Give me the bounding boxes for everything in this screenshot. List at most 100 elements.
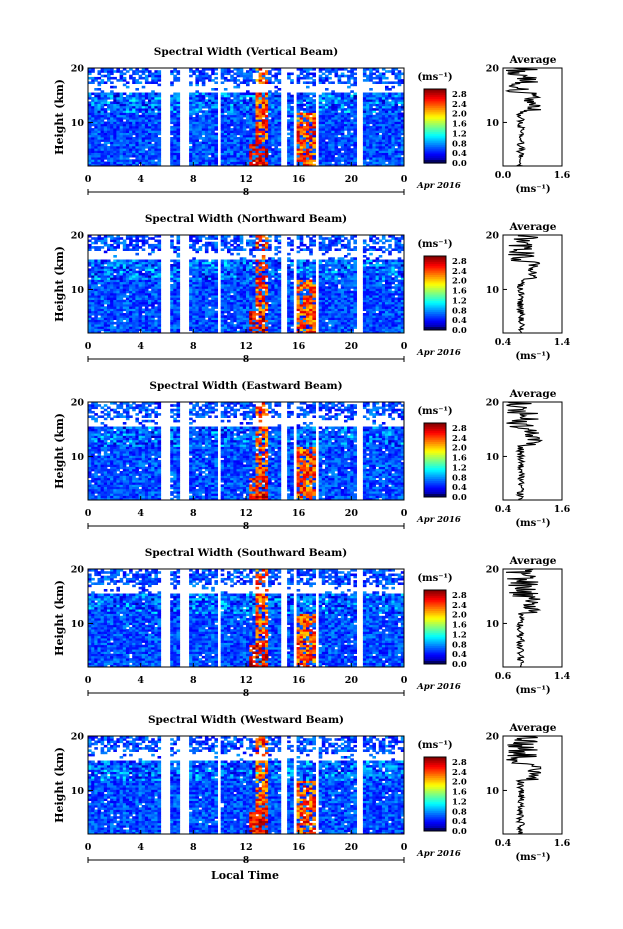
heatmap-cell xyxy=(113,86,117,89)
heatmap-cell xyxy=(252,106,256,109)
heatmap-cell xyxy=(177,122,181,125)
heatmap-cell xyxy=(240,282,244,285)
heatmap-cell xyxy=(221,297,225,300)
avg-y-tick-label: 10 xyxy=(486,118,500,129)
heatmap-cell xyxy=(192,248,196,251)
heatmap-cell xyxy=(259,139,263,142)
heatmap-cell xyxy=(170,264,174,267)
heatmap-cell xyxy=(98,97,102,100)
heatmap-cell xyxy=(110,122,114,125)
heatmap-cell xyxy=(262,146,266,149)
heatmap-cell xyxy=(214,313,218,316)
heatmap-cell xyxy=(379,139,383,142)
heatmap-cell xyxy=(265,122,269,125)
heatmap-cell xyxy=(135,313,139,316)
heatmap-cell xyxy=(372,146,376,149)
heatmap-cell xyxy=(189,260,193,263)
heatmap-cell xyxy=(278,139,282,142)
heatmap-cell xyxy=(297,146,301,149)
heatmap-cell xyxy=(309,139,313,142)
heatmap-cell xyxy=(126,130,130,133)
avg-y-tick-label: 20 xyxy=(486,64,500,75)
heatmap-cell xyxy=(94,264,98,267)
heatmap-cell xyxy=(211,155,215,158)
heatmap-cell xyxy=(227,248,231,251)
heatmap-cell xyxy=(104,240,108,243)
heatmap-cell xyxy=(376,146,380,149)
heatmap-cell xyxy=(148,73,152,76)
heatmap-cell xyxy=(113,255,117,258)
heatmap-cell xyxy=(249,146,253,149)
heatmap-cell xyxy=(113,260,117,263)
heatmap-cell xyxy=(154,115,158,118)
heatmap-cell xyxy=(158,264,162,267)
heatmap-cell xyxy=(98,286,102,289)
heatmap-cell xyxy=(139,130,143,133)
heatmap-cell xyxy=(91,139,95,142)
colorbar-tick-label: 1.2 xyxy=(452,129,467,139)
heatmap-cell xyxy=(120,130,124,133)
heatmap-cell xyxy=(372,115,376,118)
heatmap-cell xyxy=(110,244,114,247)
heatmap-cell xyxy=(224,289,228,292)
heatmap-cell xyxy=(139,106,143,109)
heatmap-cell xyxy=(344,146,348,149)
heatmap-cell xyxy=(224,273,228,276)
heatmap-cell xyxy=(237,146,241,149)
heatmap-cell xyxy=(123,97,127,100)
heatmap-cell xyxy=(347,106,351,109)
heatmap-cell xyxy=(303,122,307,125)
heatmap-cell xyxy=(154,73,158,76)
x-tick-label: 0 xyxy=(85,174,92,185)
heatmap-cell xyxy=(101,130,105,133)
heatmap-cell xyxy=(338,115,342,118)
heatmap-cell xyxy=(199,248,203,251)
heatmap-cell xyxy=(132,130,136,133)
heatmap-cell xyxy=(319,155,323,158)
heatmap-cell xyxy=(287,106,291,109)
heatmap-cell xyxy=(224,130,228,133)
heatmap-cell xyxy=(113,77,117,80)
heatmap-cell xyxy=(88,155,92,158)
heatmap-cell xyxy=(233,246,237,249)
heatmap-cell xyxy=(227,73,231,76)
heatmap-cell xyxy=(328,130,332,133)
heatmap-cell xyxy=(113,97,117,100)
heatmap-cell xyxy=(104,97,108,100)
heatmap-cell xyxy=(243,119,247,122)
heatmap-cell xyxy=(211,79,215,82)
heatmap-cell xyxy=(395,155,399,158)
heatmap-cell xyxy=(202,146,206,149)
heatmap-cell xyxy=(240,257,244,260)
heatmap-cell xyxy=(227,322,231,325)
heatmap-cell xyxy=(189,97,193,100)
heatmap-cell xyxy=(246,73,250,76)
heatmap-cell xyxy=(110,86,114,89)
heatmap-cell xyxy=(300,106,304,109)
heatmap-cell xyxy=(322,81,326,84)
heatmap-cell xyxy=(208,300,212,303)
heatmap-cell xyxy=(151,155,155,158)
heatmap-cell xyxy=(120,242,124,245)
heatmap-cell xyxy=(278,79,282,82)
heatmap-cell xyxy=(252,115,256,118)
heatmap-cell xyxy=(142,73,146,76)
heatmap-cell xyxy=(344,93,348,96)
heatmap-cell xyxy=(271,75,275,78)
heatmap-cell xyxy=(268,106,272,109)
heatmap-cell xyxy=(139,122,143,125)
heatmap-cell xyxy=(246,90,250,93)
heatmap-cell xyxy=(113,282,117,285)
heatmap-cell xyxy=(290,81,294,84)
heatmap-cell xyxy=(221,264,225,267)
heatmap-cell xyxy=(211,93,215,96)
heatmap-cell xyxy=(110,273,114,276)
heatmap-cell xyxy=(256,106,260,109)
heatmap-cell xyxy=(98,93,102,96)
heatmap-cell xyxy=(246,146,250,149)
heatmap-cell xyxy=(350,97,354,100)
heatmap-cell xyxy=(240,97,244,100)
heatmap-cell xyxy=(221,73,225,76)
heatmap-cell xyxy=(189,106,193,109)
heatmap-cell xyxy=(347,130,351,133)
